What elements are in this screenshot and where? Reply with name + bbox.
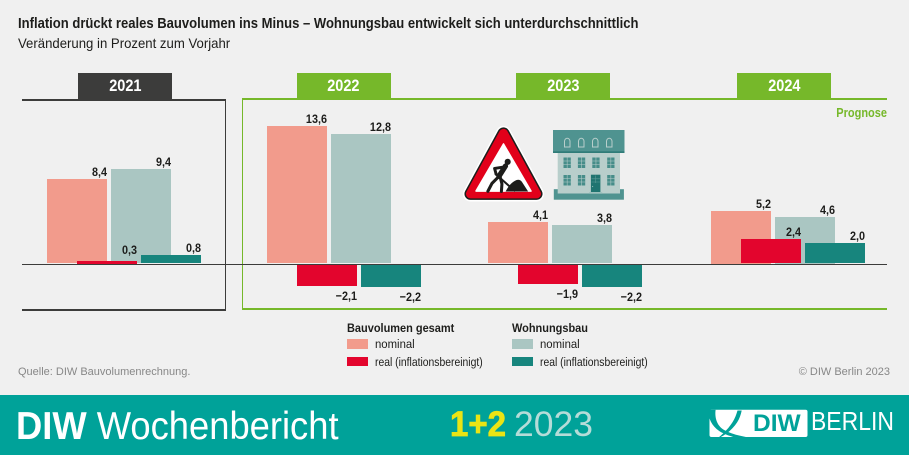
svg-text:DIW: DIW	[753, 410, 802, 437]
